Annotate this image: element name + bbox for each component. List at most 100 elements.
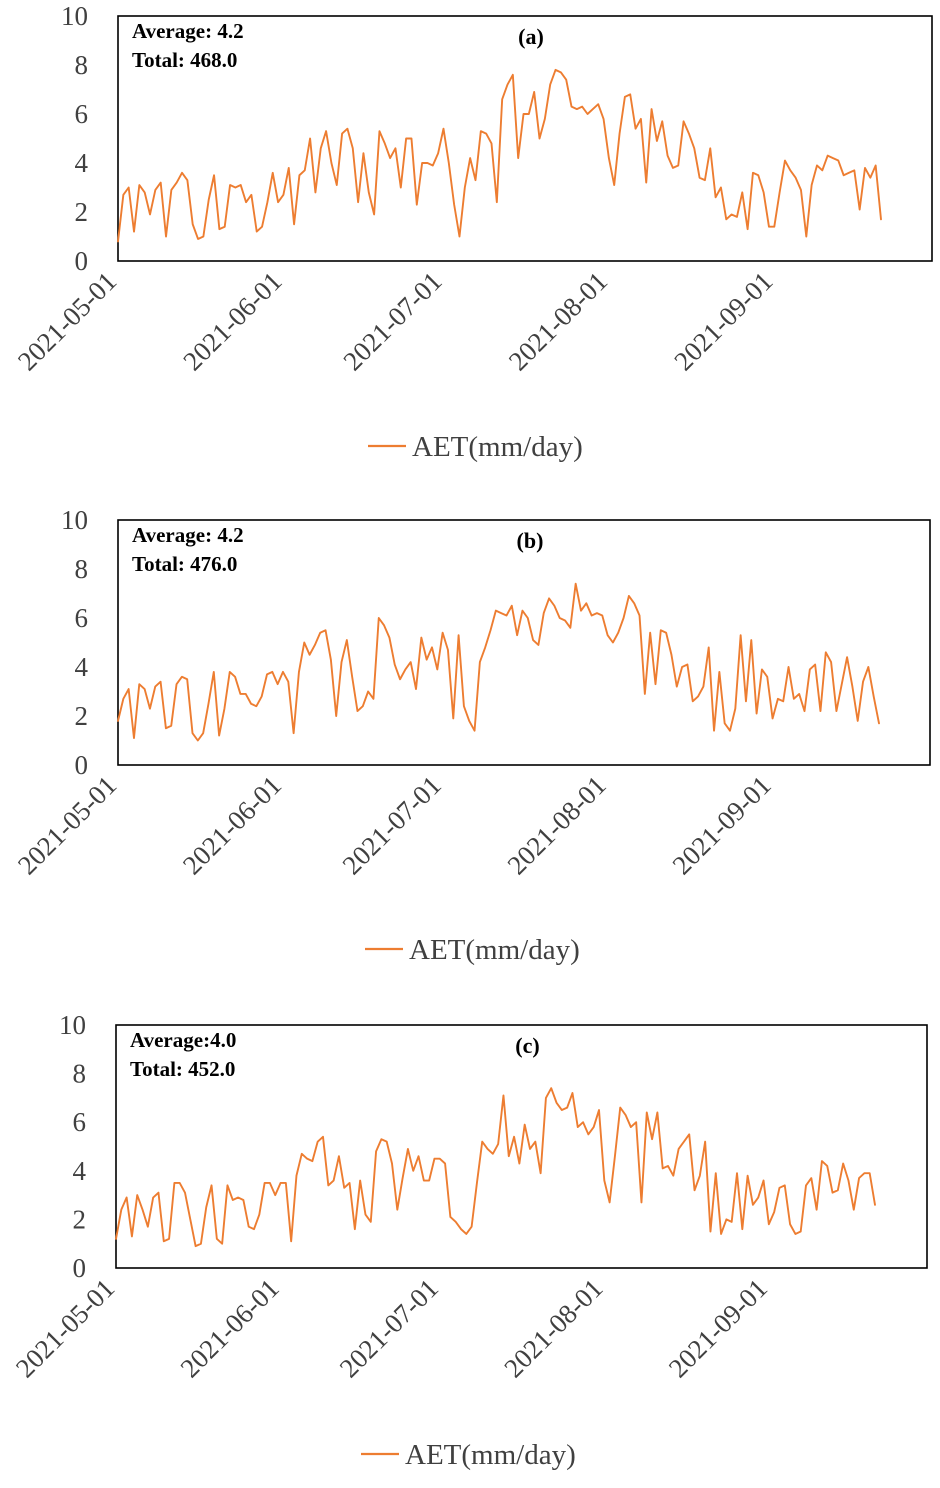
data-point <box>378 130 380 132</box>
data-point <box>368 191 370 193</box>
data-point <box>672 167 674 169</box>
data-point <box>507 84 509 86</box>
data-point <box>793 698 795 700</box>
data-point <box>773 226 775 228</box>
panel-title: (c) <box>515 1033 539 1058</box>
data-point <box>495 610 497 612</box>
data-point <box>359 1180 361 1182</box>
data-point <box>138 683 140 685</box>
data-point <box>561 1109 563 1111</box>
data-point <box>580 610 582 612</box>
data-point <box>745 700 747 702</box>
data-point <box>651 1138 653 1140</box>
data-point <box>593 1126 595 1128</box>
data-point <box>240 184 242 186</box>
data-point <box>553 605 555 607</box>
data-point <box>255 705 257 707</box>
data-point <box>649 632 651 634</box>
data-point <box>800 1231 802 1233</box>
data-point <box>619 1107 621 1109</box>
x-tick-label: 2021-06-01 <box>177 266 287 376</box>
data-point <box>814 664 816 666</box>
data-point <box>399 678 401 680</box>
data-point <box>266 673 268 675</box>
data-point <box>661 120 663 122</box>
data-point <box>298 671 300 673</box>
data-point <box>757 174 759 176</box>
data-point <box>200 1243 202 1245</box>
data-point <box>370 1221 372 1223</box>
data-point <box>835 710 837 712</box>
data-point <box>656 140 658 142</box>
data-point <box>242 1199 244 1201</box>
data-point <box>404 668 406 670</box>
data-point <box>846 656 848 658</box>
data-point <box>683 120 685 122</box>
data-point <box>794 1233 796 1235</box>
data-point <box>384 142 386 144</box>
data-point <box>779 191 781 193</box>
data-point <box>694 1189 696 1191</box>
data-point <box>436 668 438 670</box>
data-point <box>304 169 306 171</box>
data-point <box>809 668 811 670</box>
panel-title: (a) <box>518 24 544 49</box>
data-point <box>747 1175 749 1177</box>
data-point <box>232 1199 234 1201</box>
data-point <box>491 142 493 144</box>
data-point <box>306 1158 308 1160</box>
y-tick-label: 4 <box>75 148 89 178</box>
y-tick-label: 6 <box>75 99 89 129</box>
data-point <box>848 172 850 174</box>
data-point <box>170 725 172 727</box>
data-point <box>426 162 428 164</box>
data-point <box>555 69 557 71</box>
y-tick-label: 4 <box>75 652 89 682</box>
data-point <box>176 182 178 184</box>
data-point <box>603 1180 605 1182</box>
data-point <box>375 1150 377 1152</box>
y-tick-label: 8 <box>75 50 89 80</box>
data-point <box>282 671 284 673</box>
data-point <box>285 1182 287 1184</box>
data-point <box>465 1233 467 1235</box>
data-point <box>317 1141 319 1143</box>
data-point <box>699 1175 701 1177</box>
data-point <box>821 169 823 171</box>
data-point <box>256 231 258 233</box>
data-point <box>386 1141 388 1143</box>
data-point <box>612 642 614 644</box>
data-point <box>667 155 669 157</box>
data-point <box>394 664 396 666</box>
data-point <box>487 1148 489 1150</box>
data-point <box>864 167 866 169</box>
data-point <box>485 133 487 135</box>
data-point <box>624 96 626 98</box>
plot-frame <box>115 1024 928 1269</box>
data-point <box>186 678 188 680</box>
data-point <box>832 1192 834 1194</box>
data-point <box>426 659 428 661</box>
data-point <box>258 1214 260 1216</box>
data-point <box>736 1172 738 1174</box>
data-point <box>173 1182 175 1184</box>
data-point <box>550 1087 552 1089</box>
data-point <box>859 209 861 211</box>
x-tick-label: 2021-06-01 <box>177 770 287 880</box>
data-point <box>757 1197 759 1199</box>
data-point <box>609 1201 611 1203</box>
data-point <box>816 164 818 166</box>
data-point <box>431 646 433 648</box>
data-point <box>229 671 231 673</box>
y-tick-label: 10 <box>61 1 88 31</box>
data-point <box>516 634 518 636</box>
data-point <box>608 157 610 159</box>
data-point <box>309 654 311 656</box>
x-tick-label: 2021-08-01 <box>503 266 613 376</box>
data-point <box>715 1172 717 1174</box>
data-point <box>827 155 829 157</box>
y-tick-label: 2 <box>73 1204 87 1234</box>
data-point <box>221 1243 223 1245</box>
data-point <box>309 138 311 140</box>
